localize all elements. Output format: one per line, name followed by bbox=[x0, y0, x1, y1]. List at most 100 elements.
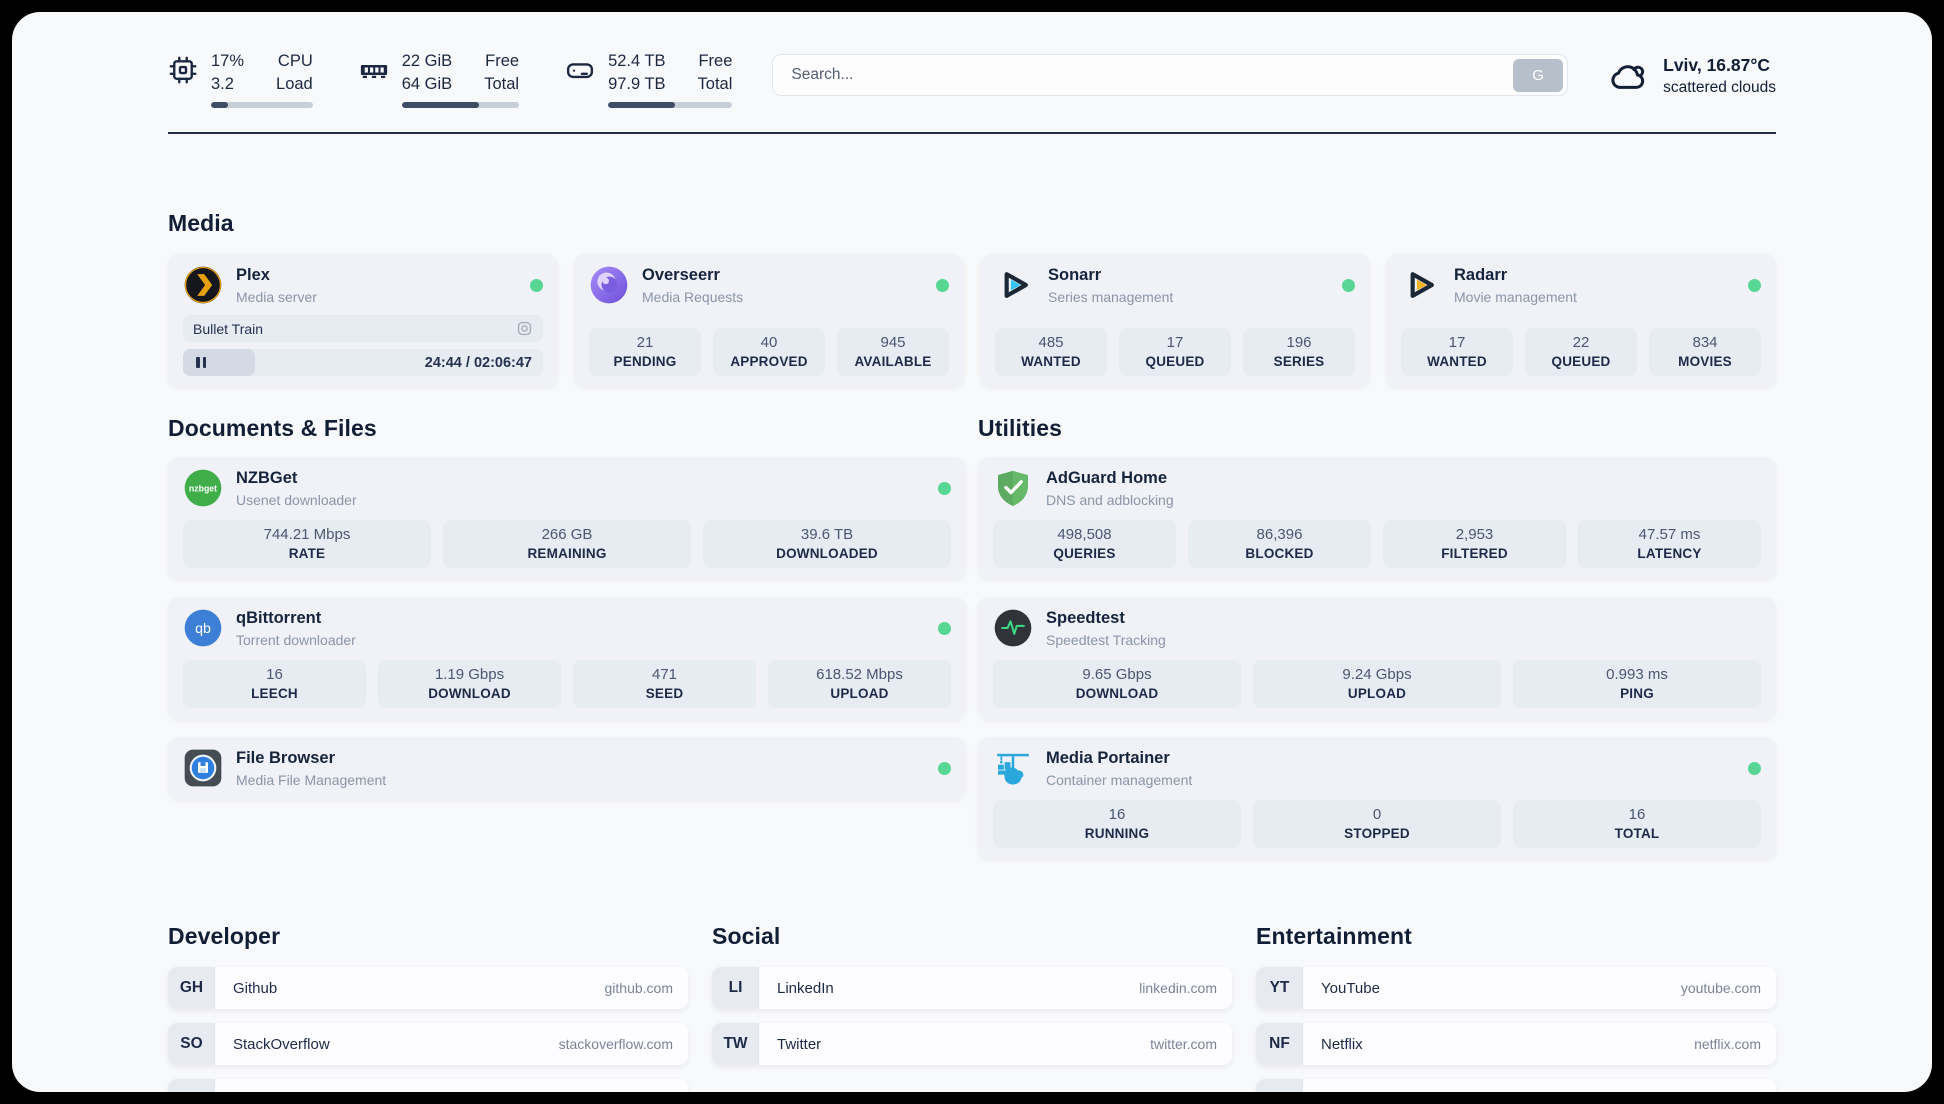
memory-stat: 22 GiB 64 GiB Free Total bbox=[359, 50, 520, 109]
stat-value: 196 bbox=[1286, 334, 1312, 352]
stat-pill: 744.21 Mbps RATE bbox=[183, 520, 431, 569]
app-name: AdGuard Home bbox=[1046, 468, 1168, 487]
stat-label: QUERIES bbox=[1053, 546, 1116, 562]
portainer-icon bbox=[993, 748, 1033, 788]
memory-free: 22 GiB bbox=[401, 52, 453, 70]
bookmark-link-dev[interactable]: DT DEV dev.to bbox=[168, 1079, 688, 1092]
app-stats-row: 16 RUNNING 0 STOPPED 16 TOTAL bbox=[993, 788, 1761, 849]
stat-value: 16 bbox=[266, 666, 283, 684]
stat-label: APPROVED bbox=[730, 354, 808, 370]
stat-label: UPLOAD bbox=[830, 686, 889, 702]
app-subtitle: Container management bbox=[1046, 771, 1193, 788]
app-subtitle: Speedtest Tracking bbox=[1046, 631, 1166, 648]
pause-button[interactable] bbox=[192, 353, 210, 372]
search-input[interactable] bbox=[777, 66, 1514, 85]
disk-progress-bar bbox=[608, 102, 733, 109]
stat-pill: 40 APPROVED bbox=[713, 328, 825, 377]
stat-value: 40 bbox=[760, 334, 778, 352]
bookmark-link-stackoverflow[interactable]: SO StackOverflow stackoverflow.com bbox=[168, 1023, 688, 1066]
stat-pill: 1.19 Gbps DOWNLOAD bbox=[378, 660, 561, 709]
stat-label: DOWNLOAD bbox=[428, 686, 511, 702]
bookmark-section-entertainment: Entertainment YT YouTube youtube.com NF … bbox=[1256, 923, 1776, 1092]
disk-icon bbox=[565, 55, 595, 85]
bookmark-link-netflix[interactable]: NF Netflix netflix.com bbox=[1256, 1023, 1776, 1066]
app-card-plex[interactable]: Plex Media server Bullet Train 24:44 / 0… bbox=[168, 254, 558, 388]
app-card-adguard-home[interactable]: AdGuard Home DNS and adblocking 498,508 … bbox=[978, 457, 1776, 580]
app-card-radarr[interactable]: Radarr Movie management 17 WANTED 22 QUE… bbox=[1386, 254, 1776, 388]
app-subtitle: Media Requests bbox=[642, 288, 744, 305]
app-subtitle: Movie management bbox=[1454, 288, 1577, 305]
app-card-qbittorrent[interactable]: qb qBittorrent Torrent downloader 16 LEE… bbox=[168, 597, 966, 720]
bookmark-badge: TW bbox=[712, 1023, 759, 1066]
documents-card-stack: nzbget NZBGet Usenet downloader 744.21 M… bbox=[168, 457, 966, 800]
top-bar: 17% 3.2 CPU Load bbox=[168, 50, 1776, 109]
stat-label: UPLOAD bbox=[1347, 686, 1407, 702]
svg-text:qb: qb bbox=[195, 621, 211, 637]
app-name: Sonarr bbox=[1048, 265, 1102, 284]
ram-icon bbox=[359, 55, 389, 85]
cpu-load-label: Load bbox=[276, 75, 313, 94]
weather-widget: Lviv, 16.87°C scattered clouds bbox=[1608, 55, 1776, 97]
stat-pill: 9.65 Gbps DOWNLOAD bbox=[993, 660, 1241, 709]
bookmark-link-github[interactable]: GH Github github.com bbox=[168, 967, 688, 1010]
bookmark-section-title: Entertainment bbox=[1256, 923, 1412, 950]
stat-pill: 47.57 ms LATENCY bbox=[1578, 520, 1761, 569]
app-card-speedtest[interactable]: Speedtest Speedtest Tracking 9.65 Gbps D… bbox=[978, 597, 1776, 720]
dashboard-panel: 17% 3.2 CPU Load bbox=[12, 12, 1932, 1092]
cpu-label: CPU bbox=[277, 52, 313, 70]
bookmark-badge: NF bbox=[1256, 1023, 1303, 1066]
bookmark-name: YouTube bbox=[1321, 979, 1380, 997]
app-card-overseerr[interactable]: Overseerr Media Requests 21 PENDING 40 A… bbox=[574, 254, 964, 388]
radarr-icon bbox=[1401, 265, 1441, 305]
stat-label: DOWNLOAD bbox=[1075, 686, 1159, 702]
app-stats-row: 9.65 Gbps DOWNLOAD 9.24 Gbps UPLOAD 0.99… bbox=[993, 648, 1761, 709]
section-title-utilities: Utilities bbox=[978, 415, 1062, 442]
stat-value: 1.19 Gbps bbox=[434, 666, 505, 684]
bookmark-name: Netflix bbox=[1321, 1035, 1363, 1053]
online-status-dot bbox=[938, 481, 951, 495]
stat-pill: 266 GB REMAINING bbox=[443, 520, 691, 569]
disk-total-label: Total bbox=[697, 75, 733, 94]
online-status-dot bbox=[1342, 278, 1355, 292]
stat-value: 945 bbox=[880, 334, 906, 352]
app-name: Radarr bbox=[1454, 265, 1508, 284]
stat-pill: 16 LEECH bbox=[183, 660, 366, 709]
app-card-sonarr[interactable]: Sonarr Series management 485 WANTED 17 Q… bbox=[980, 254, 1370, 388]
stat-label: LEECH bbox=[251, 686, 298, 702]
app-subtitle: Media server bbox=[236, 288, 317, 305]
memory-progress-bar bbox=[401, 102, 520, 109]
online-status-dot bbox=[936, 278, 949, 292]
app-name: Overseerr bbox=[642, 265, 720, 284]
bookmark-link-linkedin[interactable]: LI LinkedIn linkedin.com bbox=[712, 967, 1232, 1010]
memory-free-label: Free bbox=[485, 52, 520, 70]
search-engine-button[interactable]: G bbox=[1513, 58, 1564, 92]
bookmark-name: LinkedIn bbox=[777, 979, 834, 997]
disk-stat: 52.4 TB 97.9 TB Free Total bbox=[565, 50, 733, 109]
app-card-media-portainer[interactable]: Media Portainer Container management 16 … bbox=[978, 737, 1776, 860]
app-name: qBittorrent bbox=[236, 608, 322, 627]
bookmark-name: Twitter bbox=[777, 1035, 822, 1053]
two-column-area: Documents & Files nzbget NZBGet Usenet d… bbox=[168, 415, 1776, 860]
bookmark-link-twitter[interactable]: TW Twitter twitter.com bbox=[712, 1023, 1232, 1066]
bookmark-section-title: Social bbox=[712, 923, 781, 950]
disk-free-label: Free bbox=[698, 52, 733, 70]
stat-pill: 834 MOVIES bbox=[1649, 328, 1761, 377]
stat-pill: 16 TOTAL bbox=[1513, 800, 1761, 849]
bookmark-name: DEV bbox=[215, 1079, 264, 1093]
system-stats: 17% 3.2 CPU Load bbox=[168, 50, 733, 109]
stat-pill: 945 AVAILABLE bbox=[837, 328, 949, 377]
plex-icon bbox=[183, 265, 223, 305]
bookmark-url: stackoverflow.com bbox=[558, 1036, 673, 1053]
app-card-file-browser[interactable]: File Browser Media File Management bbox=[168, 737, 966, 800]
bookmark-list: YT YouTube youtube.com NF Netflix netfli… bbox=[1256, 967, 1776, 1092]
stat-pill: 9.24 Gbps UPLOAD bbox=[1253, 660, 1501, 709]
stat-value: 471 bbox=[651, 666, 678, 684]
stat-value: 498,508 bbox=[1057, 526, 1112, 544]
disk-free: 52.4 TB bbox=[608, 52, 666, 70]
bookmark-link-youtube[interactable]: YT YouTube youtube.com bbox=[1256, 967, 1776, 1010]
stat-pill: 17 WANTED bbox=[1401, 328, 1513, 377]
bookmark-link-reddit[interactable]: RE Reddit reddit.com bbox=[1256, 1079, 1776, 1092]
app-card-nzbget[interactable]: nzbget NZBGet Usenet downloader 744.21 M… bbox=[168, 457, 966, 580]
bookmark-badge: RE bbox=[1256, 1079, 1303, 1092]
app-stats-row: 17 WANTED 22 QUEUED 834 MOVIES bbox=[1401, 316, 1761, 377]
